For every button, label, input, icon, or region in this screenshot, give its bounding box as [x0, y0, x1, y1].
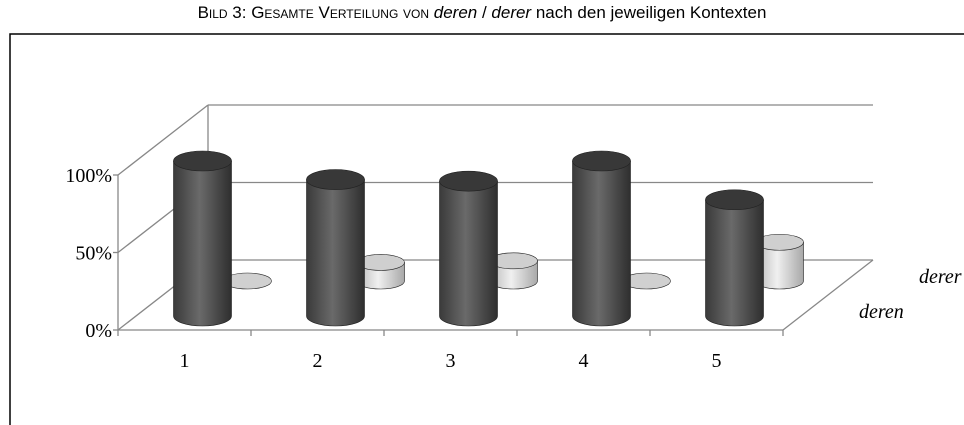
- frame-border: [9, 33, 964, 425]
- cylinder-body: [173, 160, 232, 327]
- y-tick-label: 50%: [75, 243, 112, 265]
- grid-line: [117, 104, 209, 176]
- cylinder-body: [705, 199, 764, 327]
- x-tick-label: 5: [712, 350, 722, 372]
- title-part: nach den jeweiligen Kontexten: [531, 3, 766, 22]
- cylinder-top: [705, 189, 764, 211]
- floor-edge: [782, 259, 874, 331]
- cylinder-top: [572, 150, 631, 172]
- chart-title: Bild 3: Gesamte Verteilung von deren / d…: [198, 3, 767, 22]
- cylinder-top: [439, 170, 498, 192]
- legend-label: derer: [919, 266, 962, 288]
- legend-label: deren: [859, 301, 904, 323]
- cylinder-top: [173, 150, 232, 172]
- title-part: /: [477, 3, 491, 22]
- cylinder-top: [306, 169, 365, 190]
- title-part: derer: [491, 3, 532, 22]
- x-tick-label: 3: [446, 350, 456, 372]
- title-part: deren: [434, 3, 477, 22]
- cylinder-body: [306, 179, 365, 327]
- cylinder-body: [572, 160, 631, 327]
- y-tick-label: 0%: [85, 320, 112, 342]
- y-tick-label: 100%: [65, 165, 112, 187]
- x-tick-label: 1: [180, 350, 190, 372]
- cylinder-body: [439, 180, 498, 327]
- x-tick-label: 4: [579, 350, 589, 372]
- x-tick-label: 2: [313, 350, 323, 372]
- title-part: Bild 3: Gesamte Verteilung von: [198, 3, 434, 22]
